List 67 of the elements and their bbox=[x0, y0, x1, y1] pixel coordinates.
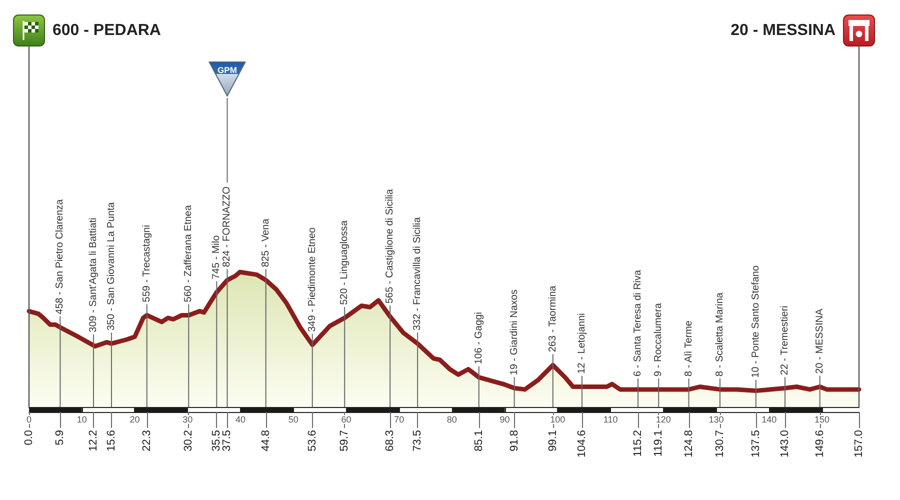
x2-tick-label: 137.5 bbox=[750, 430, 762, 458]
ref-line-label: 10 - Ponte Santo Stefano bbox=[750, 265, 762, 378]
x-tick-label: 50 bbox=[288, 414, 298, 424]
x-tick-label: 130 bbox=[708, 414, 724, 424]
ref-line-label: 824 - FORNAZZO bbox=[222, 186, 233, 268]
x2-tick-label: 99.1 bbox=[546, 430, 559, 452]
ref-line-label: 559 - Trecastagni bbox=[141, 224, 152, 302]
x2-tick-label: 44.8 bbox=[260, 430, 272, 452]
x2-tick-label: 104.6 bbox=[576, 430, 588, 458]
x2-tick-label: 68.3 bbox=[384, 430, 396, 452]
ref-line-label: 349 - Piedimonte Etneo bbox=[306, 226, 318, 332]
x2-tick-label: 15.6 bbox=[105, 430, 118, 452]
x2-tick-label: 149.6 bbox=[814, 430, 826, 458]
x-tick-label: 70 bbox=[394, 414, 404, 424]
x2-tick-label: 157.0 bbox=[853, 430, 865, 458]
x-tick-label: 10 bbox=[76, 414, 87, 424]
x2-tick-label: 143.0 bbox=[778, 430, 791, 458]
x-tick-label: 100 bbox=[550, 414, 566, 424]
x2-tick-label: 35.5 bbox=[210, 430, 223, 452]
ref-line-label: 9 - Roccalumera bbox=[653, 302, 664, 376]
text: GPM bbox=[218, 65, 237, 75]
x-tick-label: 110 bbox=[603, 414, 618, 424]
x2-tick-label: 73.5 bbox=[412, 430, 424, 452]
x-tick-label: 40 bbox=[235, 414, 246, 424]
x-tick-label: 90 bbox=[500, 414, 510, 424]
x2-tick-label: 91.8 bbox=[508, 430, 520, 452]
ref-line-label: 106 - Gaggi bbox=[473, 312, 484, 364]
x2-tick-label: 53.6 bbox=[306, 430, 318, 452]
text: 600 - PEDARA bbox=[52, 22, 162, 39]
ref-line-label: 22 - Tremestieri bbox=[779, 306, 790, 376]
x2-tick-label: 130.7 bbox=[714, 430, 726, 458]
ref-line-label: 520 - Linguaglossa bbox=[339, 220, 350, 305]
ref-line-label: 350 - San Giovanni La Punta bbox=[106, 202, 117, 331]
ref-line-label: 20 - MESSINA bbox=[814, 308, 826, 374]
ref-line-label: 825 - Vena bbox=[260, 218, 272, 268]
x-tick-label: 20 bbox=[130, 414, 140, 424]
ref-line-label: 8 - Scaletta Marina bbox=[714, 292, 726, 376]
x2-tick-label: 5.9 bbox=[54, 430, 66, 446]
x2-tick-label: 37.5 bbox=[221, 430, 234, 452]
ref-line-label: 565 - Castiglione di Sicilia bbox=[384, 188, 396, 304]
x2-tick-label: 124.8 bbox=[682, 430, 695, 458]
ref-line-label: 560 - Zafferana Etnea bbox=[183, 204, 194, 302]
x2-tick-label: 59.7 bbox=[338, 430, 351, 452]
x-tick-label: 60 bbox=[341, 414, 352, 424]
x2-tick-label: 22.3 bbox=[140, 430, 153, 452]
x2-tick-label: 115.2 bbox=[632, 430, 644, 457]
ref-line-label: 6 - Santa Teresa di Riva bbox=[632, 269, 644, 376]
x-tick-label: 30 bbox=[182, 414, 193, 424]
x2-tick-label: 85.1 bbox=[472, 430, 485, 452]
x-tick-label: 0 bbox=[26, 414, 32, 424]
x2-tick-label: 30.2 bbox=[182, 430, 195, 452]
x2-tick-label: 119.1 bbox=[652, 430, 665, 457]
x-tick-label: 120 bbox=[656, 414, 671, 424]
x-tick-label: 150 bbox=[814, 414, 830, 424]
ref-line-label: 19 - Giardini Naxos bbox=[508, 290, 520, 376]
ref-line-label: 458 - San Pietro Clarenza bbox=[54, 198, 66, 314]
x-tick-label: 80 bbox=[446, 414, 457, 424]
ref-line-label: 309 - Sant'Agata li Battiati bbox=[88, 218, 99, 332]
ref-line-label: 745 - Milo bbox=[211, 234, 222, 280]
ref-line-label: 263 - Taormina bbox=[547, 285, 558, 352]
ref-line-label: 8 - Alì Terme bbox=[683, 320, 694, 376]
x2-tick-label: 12.2 bbox=[87, 430, 100, 452]
x-tick-label: 140 bbox=[762, 414, 777, 424]
text: 20 - MESSINA bbox=[730, 22, 836, 39]
x2-tick-label: 0.0 bbox=[23, 430, 35, 446]
ref-line-label: 332 - Francavilla di Sicilia bbox=[412, 216, 424, 331]
ref-line-label: 12 - Letojanni bbox=[576, 313, 588, 374]
